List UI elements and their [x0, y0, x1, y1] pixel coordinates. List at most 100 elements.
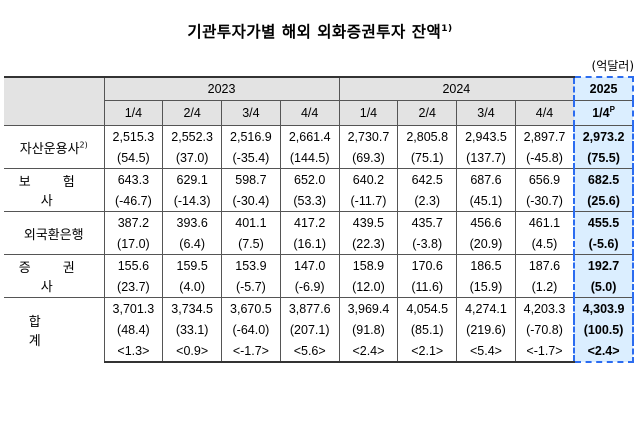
- title-footnote-mark: 1): [441, 23, 453, 34]
- change-cell: (-30.7): [514, 190, 575, 212]
- title-text: 기관투자가별 해외 외화증권투자 잔액: [187, 23, 442, 41]
- change-cell: (12.0): [338, 276, 398, 298]
- change-cell: (-5.7): [221, 276, 281, 298]
- balance-cell: 4,274.1: [456, 297, 516, 319]
- balance-cell: 629.1: [162, 168, 222, 190]
- row-label: 보 험 사: [4, 168, 104, 212]
- balance-cell: 2,661.4: [279, 125, 340, 147]
- change-cell: (-46.7): [103, 190, 163, 212]
- balance-cell: 687.6: [456, 168, 516, 190]
- balance-cell: 2,515.3: [103, 125, 163, 147]
- balance-cell: 158.9: [338, 254, 398, 276]
- growth-rate-cell: <5.6>: [279, 340, 340, 363]
- balance-cell: 652.0: [279, 168, 340, 190]
- growth-rate-cell: <0.9>: [162, 340, 222, 363]
- balance-cell: 186.5: [456, 254, 516, 276]
- row-label-text: 증 권 사: [18, 261, 89, 295]
- page-title: 기관투자가별 해외 외화증권투자 잔액1): [0, 20, 640, 42]
- row-label: 합 계: [4, 297, 104, 362]
- balance-cell: 4,054.5: [397, 297, 457, 319]
- balance-cell: 598.7: [221, 168, 281, 190]
- balance-cell: 2,897.7: [514, 125, 575, 147]
- change-cell: (6.4): [162, 233, 222, 255]
- table-row: (23.7) (4.0) (-5.7) (-6.9) (12.0) (11.6) (15.9…: [4, 276, 634, 298]
- change-cell: (25.6): [573, 190, 634, 212]
- change-cell: (85.1): [397, 319, 457, 340]
- table-row: 자산운용사2) 2,515.3 2,552.3 2,516.9 2,661.4 2,730…: [4, 125, 634, 169]
- year-header: 2025: [573, 76, 634, 101]
- change-cell: (219.6): [456, 319, 516, 340]
- change-cell: (37.0): [162, 147, 222, 169]
- quarter-header: 3/4: [221, 100, 281, 126]
- change-cell: (45.1): [456, 190, 516, 212]
- balance-cell: 435.7: [397, 211, 457, 233]
- growth-rate-cell: <5.4>: [456, 340, 516, 363]
- quarter-header: 1/4P: [573, 100, 634, 126]
- growth-rate-cell: <1.3>: [103, 340, 163, 363]
- quarter-header: 4/4: [514, 100, 575, 126]
- row-label: 외국환은행: [4, 211, 104, 255]
- change-cell: (-45.8): [514, 147, 575, 169]
- change-cell: (23.7): [103, 276, 163, 298]
- change-cell: (54.5): [103, 147, 163, 169]
- change-cell: (33.1): [162, 319, 222, 340]
- change-cell: (75.5): [573, 147, 634, 169]
- change-cell: (1.2): [514, 276, 575, 298]
- change-cell: (69.3): [338, 147, 398, 169]
- balance-cell: 455.5: [573, 211, 634, 233]
- change-cell: (-70.8): [514, 319, 575, 340]
- row-label: 자산운용사2): [4, 125, 104, 169]
- balance-cell: 643.3: [103, 168, 163, 190]
- balance-cell: 3,877.6: [279, 297, 340, 319]
- balance-cell: 439.5: [338, 211, 398, 233]
- unit-label: (억달러): [591, 59, 634, 73]
- balance-cell: 393.6: [162, 211, 222, 233]
- change-cell: (144.5): [279, 147, 340, 169]
- change-cell: (-35.4): [221, 147, 281, 169]
- balance-cell: 456.6: [456, 211, 516, 233]
- balance-cell: 642.5: [397, 168, 457, 190]
- balance-cell: 682.5: [573, 168, 634, 190]
- table-row: 합 계 3,701.3 3,734.5 3,670.5 3,877.6 3,969.4 4,…: [4, 297, 634, 362]
- change-cell: (20.9): [456, 233, 516, 255]
- balance-cell: 2,730.7: [338, 125, 398, 147]
- balance-cell: 159.5: [162, 254, 222, 276]
- quarter-label: 1/4: [359, 106, 378, 120]
- balance-cell: 170.6: [397, 254, 457, 276]
- quarter-header: 3/4: [456, 100, 516, 126]
- row-label-footnote: 2): [79, 140, 88, 150]
- change-cell: (91.8): [338, 319, 398, 340]
- change-cell: (-64.0): [221, 319, 281, 340]
- balance-cell: 2,552.3: [162, 125, 222, 147]
- quarter-label: 3/4: [477, 106, 495, 120]
- change-cell: (7.5): [221, 233, 281, 255]
- balance-cell: 417.2: [279, 211, 340, 233]
- preliminary-mark: P: [609, 105, 615, 115]
- change-cell: (75.1): [397, 147, 457, 169]
- balance-cell: 461.1: [514, 211, 575, 233]
- balance-cell: 3,969.4: [338, 297, 398, 319]
- table-row: (17.0) (6.4) (7.5) (16.1) (22.3) (-3.8) (20.9)…: [4, 233, 634, 255]
- balance-cell: 2,943.5: [456, 125, 516, 147]
- balance-cell: 192.7: [573, 254, 634, 276]
- balance-cell: 187.6: [514, 254, 575, 276]
- change-cell: (48.4): [103, 319, 163, 340]
- growth-rate-cell: <2.4>: [338, 340, 398, 363]
- investment-balance-table: 2023 2024 2025 1/4 2/4 3/4 4/4 1/4 2/4 3/4 4/4 1/4P…: [4, 76, 634, 363]
- change-cell: (5.0): [573, 276, 634, 298]
- quarter-header: 4/4: [279, 100, 340, 126]
- quarter-label: 4/4: [535, 106, 554, 120]
- table-row: 외국환은행 387.2 393.6 401.1 417.2 439.5 435.7 456.6…: [4, 211, 634, 255]
- row-label-text: 자산운용사: [19, 141, 80, 157]
- table-row: 보 험 사 643.3 629.1 598.7 652.0 640.2 642.5 687.6…: [4, 168, 634, 212]
- quarter-header: 1/4: [103, 100, 163, 126]
- change-cell: (137.7): [456, 147, 516, 169]
- balance-cell: 3,701.3: [103, 297, 163, 319]
- balance-cell: 656.9: [514, 168, 575, 190]
- quarter-label: 2/4: [418, 106, 436, 120]
- quarter-label: 4/4: [300, 106, 319, 120]
- change-cell: (-3.8): [397, 233, 457, 255]
- row-label-text: 합 계: [28, 315, 79, 349]
- balance-cell: 640.2: [338, 168, 398, 190]
